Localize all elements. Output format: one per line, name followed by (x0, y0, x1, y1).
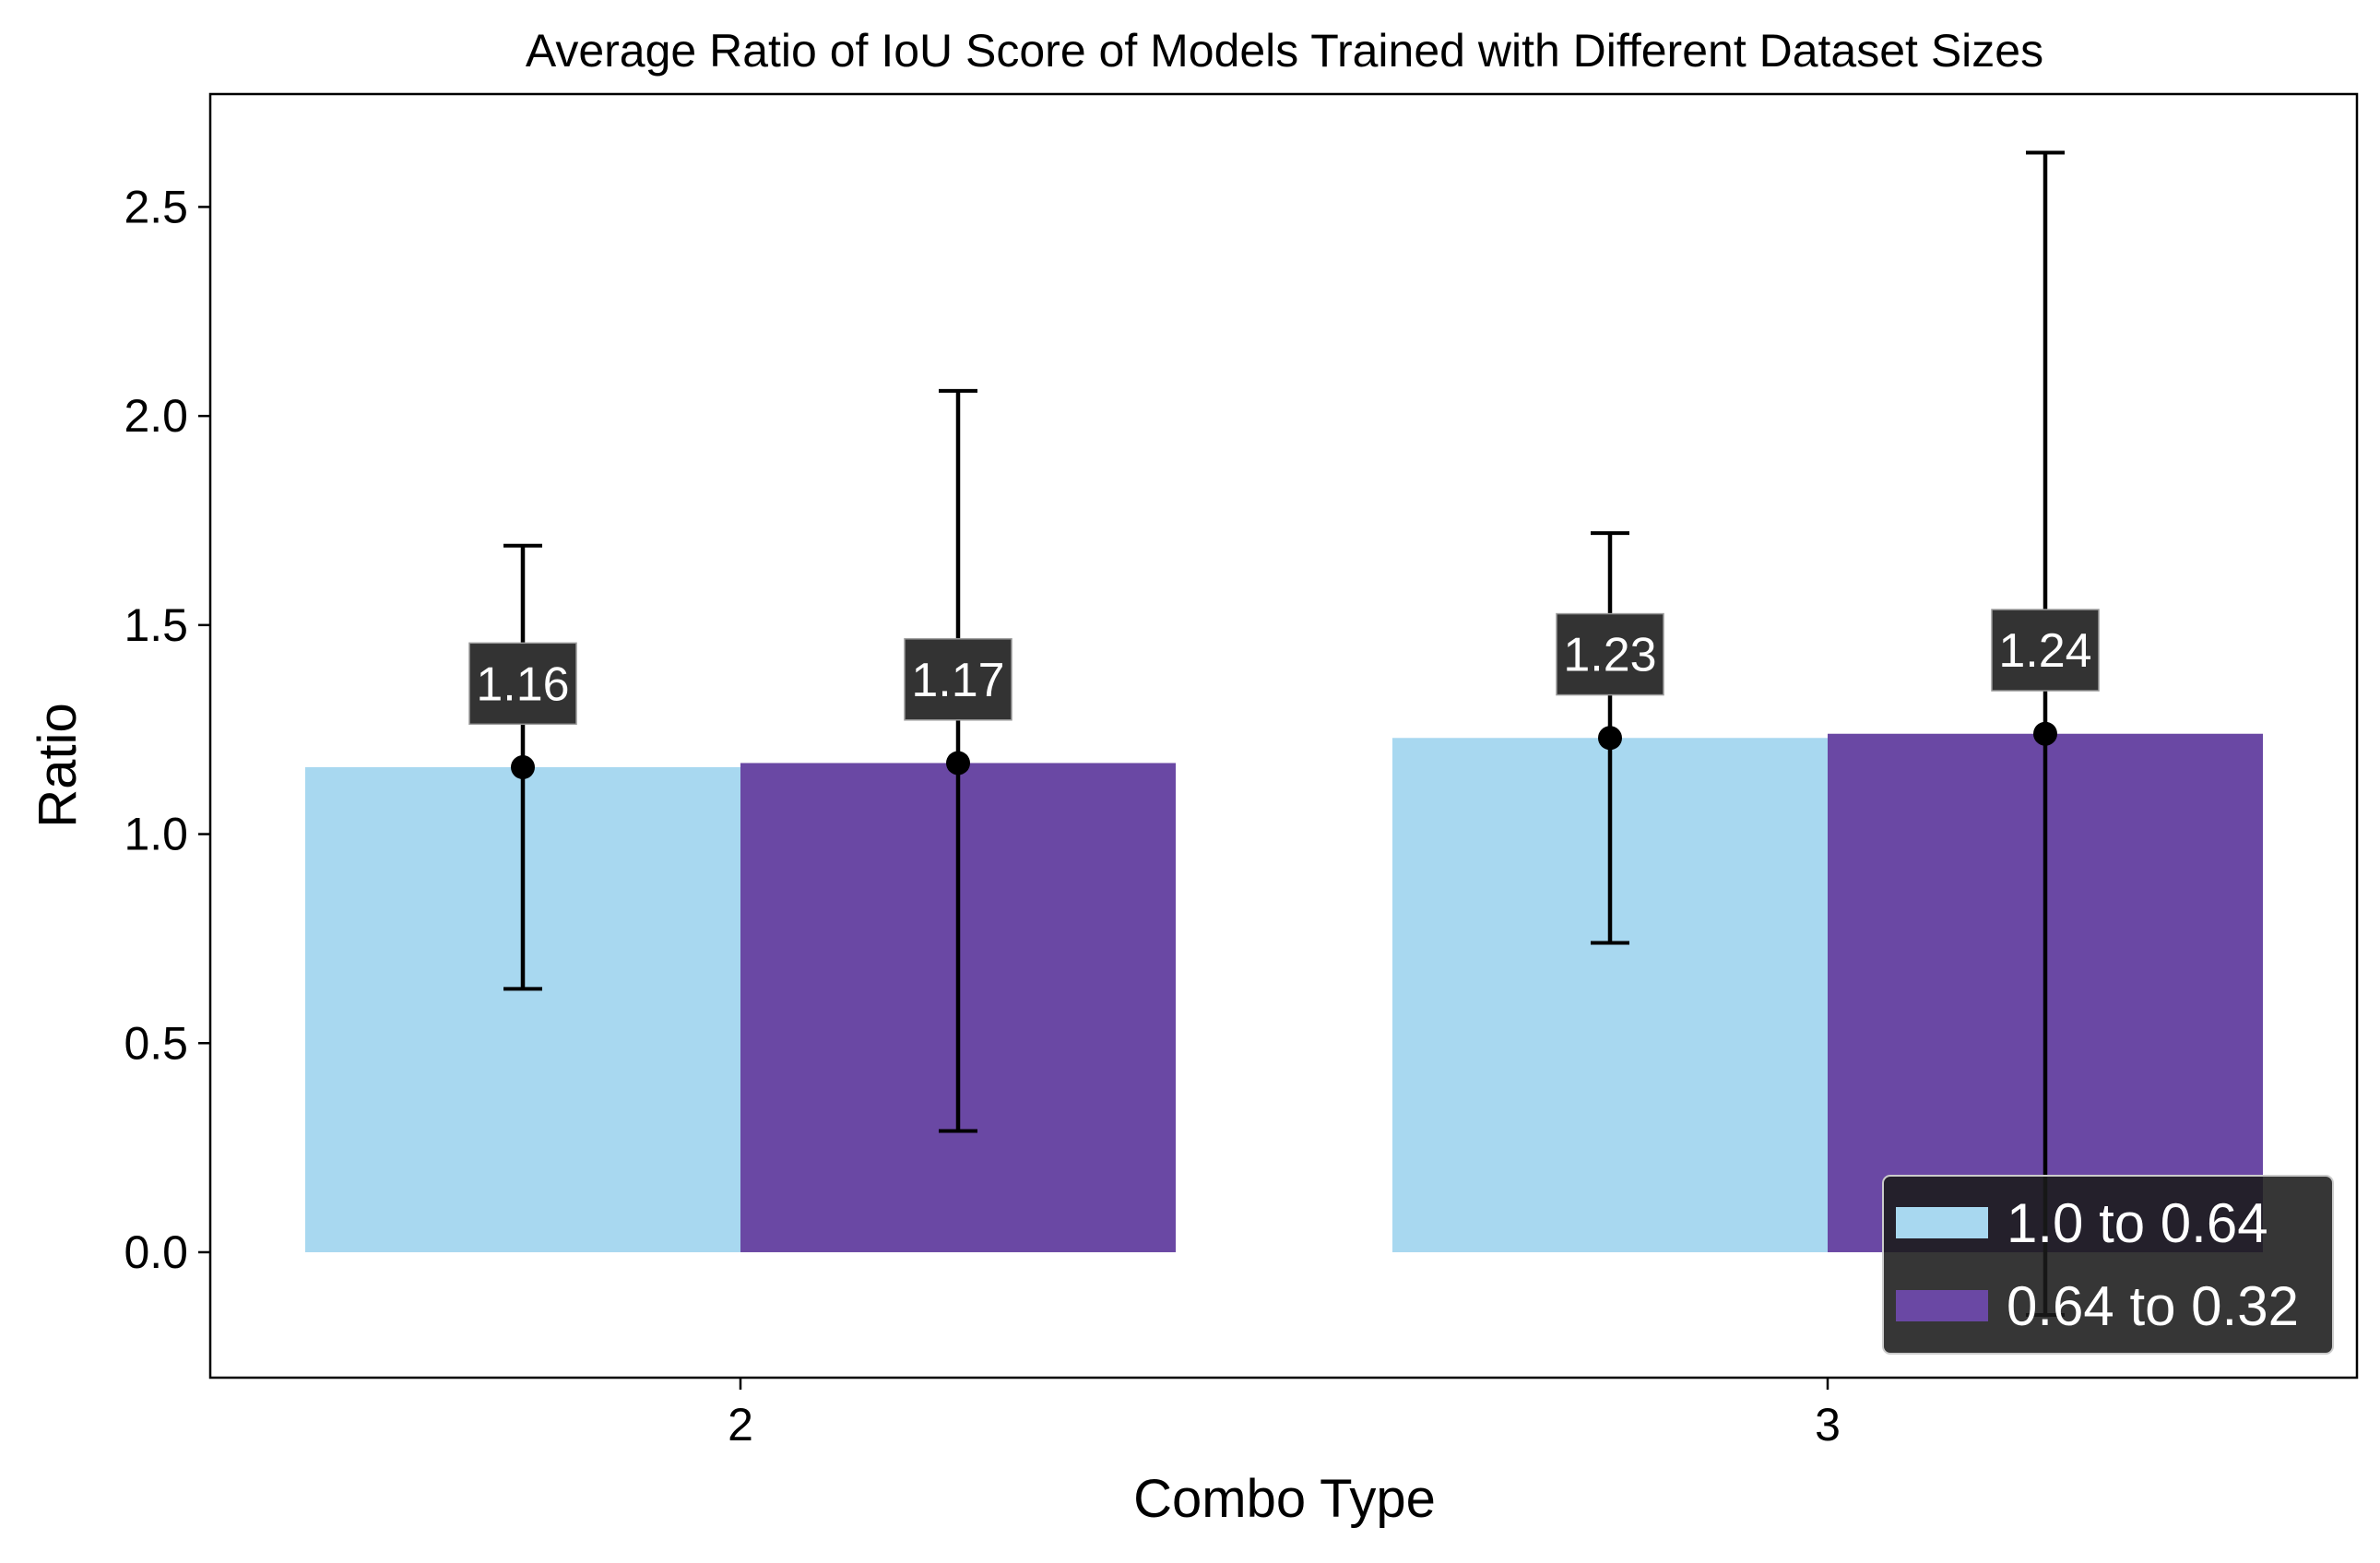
x-tick-label-3: 3 (1815, 1399, 1841, 1451)
legend-label-1: 1.0 to 0.64 (2007, 1192, 2268, 1254)
value-label-1-2: 1.16 (476, 657, 569, 711)
legend-swatch-2 (1896, 1290, 1988, 1321)
legend: 1.0 to 0.64 0.64 to 0.32 (1882, 1175, 2334, 1355)
value-label-2-3: 1.24 (1998, 624, 2091, 678)
plot-area: 1.16 1.23 1.17 1.24 (305, 150, 2263, 1317)
legend-label-2: 0.64 to 0.32 (2007, 1275, 2299, 1337)
legend-box (1882, 1175, 2334, 1355)
x-tick-label-2: 2 (728, 1399, 753, 1451)
y-tick-label-1.0: 1.0 (124, 809, 188, 860)
mean-point-2-2 (946, 751, 970, 776)
y-tick-label-0.0: 0.0 (124, 1226, 188, 1278)
legend-swatch-1 (1896, 1207, 1988, 1238)
axes: 0.0 0.5 1.0 1.5 2.0 2.5 2 3 (124, 181, 1840, 1451)
value-label-1-3: 1.23 (1563, 629, 1656, 682)
value-label-box-2-2 (904, 638, 1012, 721)
y-tick-label-1.5: 1.5 (124, 599, 188, 651)
value-label-box-1-3 (1556, 612, 1664, 696)
y-axis-label: Ratio (28, 703, 88, 827)
value-label-2-2: 1.17 (911, 654, 1004, 707)
y-tick-label-0.5: 0.5 (124, 1017, 188, 1069)
value-label-box-1-2 (468, 642, 577, 726)
x-axis-label: Combo Type (1133, 1469, 1436, 1529)
chart-title: Average Ratio of IoU Score of Models Tra… (526, 25, 2043, 77)
mean-point-1-3 (1598, 726, 1622, 751)
mean-point-2-3 (2033, 721, 2057, 746)
mean-point-1-2 (511, 755, 535, 780)
plot-frame (208, 92, 2359, 1379)
value-label-box-2-3 (1991, 609, 2100, 692)
y-tick-label-2.0: 2.0 (124, 390, 188, 442)
y-tick-label-2.5: 2.5 (124, 181, 188, 232)
